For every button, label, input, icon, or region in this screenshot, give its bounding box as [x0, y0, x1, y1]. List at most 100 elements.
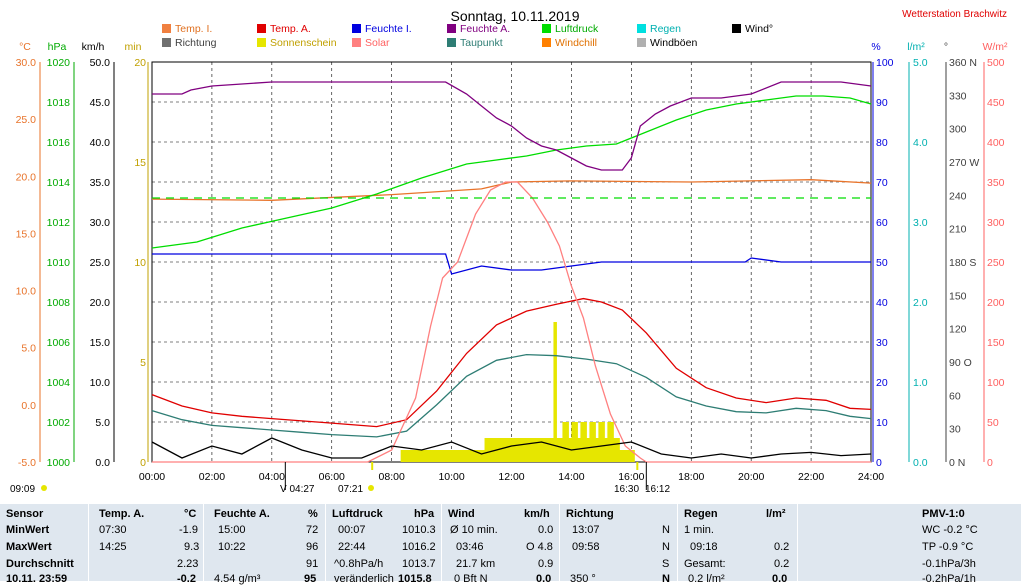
tick-label: 4.0: [913, 137, 928, 149]
tick-label: 100: [987, 377, 1005, 389]
hdr-pmv: PMV-1:0: [922, 508, 965, 520]
sunshine-bar: [538, 438, 542, 462]
sunshine-bar: [541, 438, 545, 462]
temp-min: -1.9: [179, 524, 198, 536]
richtung-min: N: [662, 524, 670, 536]
legend-swatch: [732, 24, 741, 33]
tick-label: 90 O: [949, 357, 972, 369]
sunshine-bar: [445, 450, 450, 462]
hdr-wind-unit: km/h: [524, 508, 550, 520]
sunshine-bar: [454, 450, 459, 462]
sunshine-bar: [442, 450, 447, 462]
tick-label: 300: [949, 124, 967, 136]
row-label-now: 10.11. 23:59: [6, 573, 68, 585]
legend-label: Windchill: [555, 37, 597, 49]
feuchte-min: 72: [306, 524, 319, 536]
sun-duration-label: 09:09: [10, 484, 35, 495]
tick-label: 1002: [47, 417, 71, 429]
druck-min: 1010.3: [402, 524, 436, 536]
x-tick-label: 10:00: [438, 471, 464, 483]
sunshine-bar: [490, 438, 495, 462]
sunshine-bar: [562, 422, 566, 462]
chart-legend: Temp. I. Temp. A. Feuchte I. Feuchte A. Luft…: [162, 23, 773, 49]
temp-max-time: 14:25: [99, 541, 127, 553]
tick-label: 450: [987, 97, 1005, 109]
sunshine-bar: [517, 438, 521, 462]
tick-label: 1014: [47, 177, 71, 189]
sunshine-bar: [505, 438, 510, 462]
sunshine-bar: [424, 450, 429, 462]
legend-swatch: [542, 38, 551, 47]
sunshine-bar: [520, 438, 524, 462]
richtung-max-time: 09:58: [572, 541, 600, 553]
axis-title: l/m²: [907, 41, 925, 53]
sun-dot: [368, 485, 374, 491]
sunshine-bar: [625, 450, 629, 462]
tick-label: 70: [876, 177, 888, 189]
sunshine-bar: [622, 450, 626, 462]
series-line-solar: [152, 181, 871, 463]
tick-label: 1016: [47, 137, 71, 149]
axis-title: km/h: [82, 41, 105, 53]
series-line-feuchte-a-: [152, 81, 872, 171]
legend-label: Sonnenschein: [270, 37, 337, 49]
tick-label: 0: [140, 457, 146, 469]
wind-now: 0.0: [536, 573, 552, 585]
tick-label: 2.0: [913, 297, 928, 309]
legend-label: Regen: [650, 23, 681, 35]
sunshine-bar: [415, 450, 420, 462]
row-label-avg: Durchschnitt: [6, 558, 74, 570]
tick-label: 10.0: [90, 377, 111, 389]
sunshine-bar: [526, 438, 530, 462]
axis-title: hPa: [48, 41, 67, 53]
tick-label: 350: [987, 177, 1005, 189]
tick-label: 300: [987, 217, 1005, 229]
tick-label: 3.0: [913, 217, 928, 229]
tick-label: 45.0: [90, 97, 111, 109]
legend-label: Windböen: [650, 37, 697, 49]
x-tick-label: 00:00: [139, 471, 165, 483]
sunshine-bar: [439, 450, 444, 462]
axis-titles: °C hPa km/h min% l/m² ° W/m²: [19, 41, 1008, 53]
x-tick-label: 04:00: [259, 471, 285, 483]
sunshine-bar: [427, 450, 432, 462]
legend-label: Richtung: [175, 37, 217, 49]
col-luftdruck: Luftdruck hPa 00:07 1010.3 22:44 1016.2 ^0.…: [325, 504, 442, 585]
col-wind: Wind km/h Ø 10 min. 0.0 03:46 O 4.8 21.7 km…: [441, 504, 560, 585]
legend-label: Taupunkt: [460, 37, 503, 49]
tick-label: 1012: [47, 217, 71, 229]
sunshine-bar: [436, 450, 441, 462]
pmv-trend-1h: -0.2hPa/1h: [922, 573, 976, 585]
axis-scales: 30.025.020.015.010.05.00.0-5.01020101810…: [16, 57, 1005, 469]
sunshine-bar: [592, 422, 596, 462]
sun-marks: 09:09 V 04:27 07:21 16:30 16:12: [10, 462, 670, 495]
legend-swatch: [257, 24, 266, 33]
sunshine-bar: [514, 438, 518, 462]
legend-label: Solar: [365, 37, 390, 49]
sunshine-bar: [598, 422, 602, 462]
wind-distance: 21.7 km: [456, 558, 496, 570]
tick-label: 40: [876, 297, 888, 309]
sunshine-bar: [601, 422, 605, 462]
sunshine-bar: [421, 450, 426, 462]
richtung-deg: 350 °: [570, 573, 596, 585]
tick-label: 1020: [47, 57, 71, 69]
sunshine-bar: [583, 422, 587, 462]
sunshine-bar: [508, 438, 512, 462]
col-temp: Temp. A. °C 07:30 -1.9 14:25 9.3 2.23 -0.2: [88, 504, 204, 585]
temp-avg: 2.23: [177, 558, 199, 570]
hdr-temp-unit: °C: [184, 508, 197, 520]
sunshine-bar: [619, 450, 623, 462]
hdr-regen: Regen: [684, 508, 718, 520]
sunshine-bar: [550, 438, 554, 462]
sunshine-bar: [478, 450, 483, 462]
row-label-min: MinWert: [6, 524, 50, 536]
x-tick-label: 16:00: [618, 471, 644, 483]
grid-lines: [151, 61, 872, 463]
tick-label: 5.0: [21, 343, 36, 355]
druck-min-time: 00:07: [338, 524, 366, 536]
sunshine-bar: [451, 450, 456, 462]
legend-label: Wind°: [745, 23, 773, 35]
sunshine-bar: [535, 438, 539, 462]
tick-label: 50.0: [90, 57, 111, 69]
